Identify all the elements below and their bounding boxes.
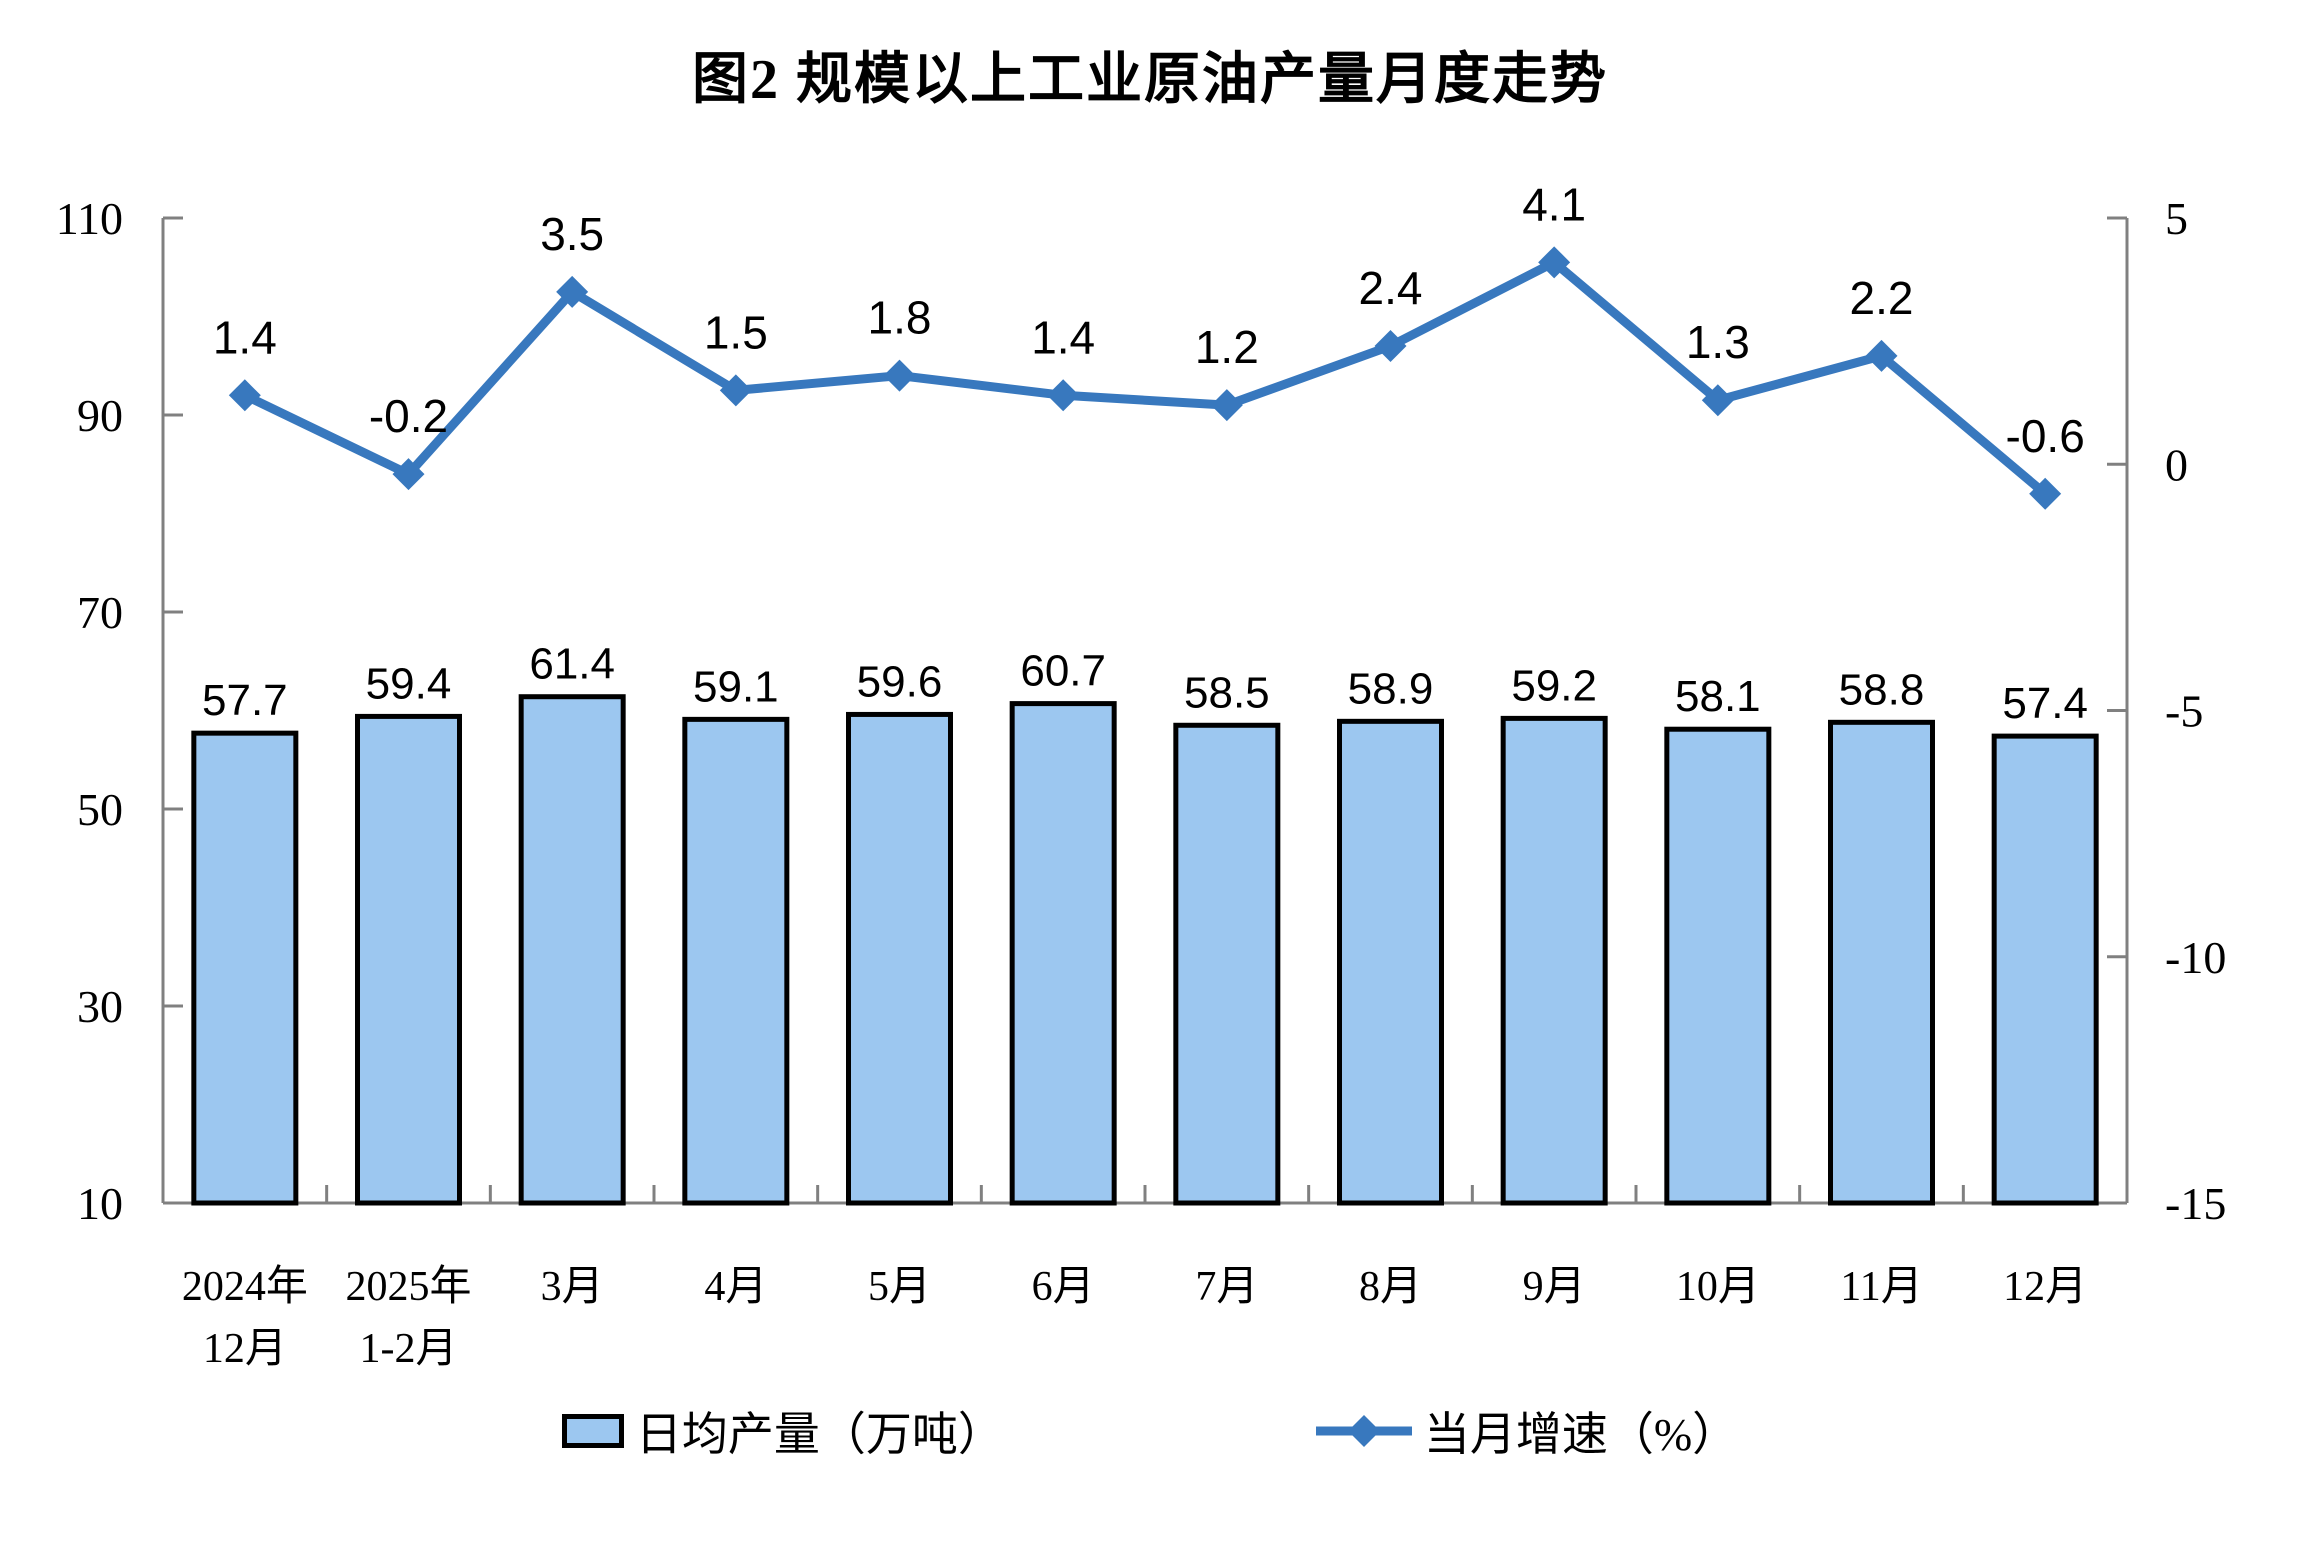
- bar-value-label: 57.4: [2002, 679, 2088, 728]
- chart-legend: 日均产量（万吨） 当月增速（%）: [0, 1398, 2300, 1464]
- category-label: 6月: [1032, 1264, 1095, 1310]
- right-axis-tick-label: 5: [2165, 193, 2188, 244]
- right-axis-tick-label: -5: [2165, 686, 2203, 737]
- bar: [1337, 718, 1444, 1206]
- legend-item-bar: 日均产量（万吨）: [561, 1398, 1004, 1464]
- chart-title: 图2 规模以上工业原油产量月度走势: [692, 49, 1608, 111]
- right-axis-tick-label: -10: [2165, 932, 2226, 983]
- growth-line: [240, 257, 2050, 499]
- line-value-label: 1.4: [1031, 311, 1095, 363]
- bar: [518, 694, 626, 1206]
- category-label: 4月: [704, 1264, 767, 1310]
- category-label: 5月: [868, 1264, 931, 1310]
- left-axis-tick-label: 90: [77, 390, 123, 441]
- left-axis-tick-label: 70: [77, 587, 123, 638]
- line-value-label: -0.6: [2006, 410, 2085, 462]
- bar: [1173, 722, 1281, 1206]
- left-axis-tick-label: 110: [56, 193, 123, 244]
- bar-value-label: 60.7: [1020, 647, 1106, 696]
- line-value-label: 4.1: [1522, 178, 1586, 230]
- line-point-marker: [719, 374, 752, 407]
- category-label: 2024年: [182, 1263, 308, 1310]
- bar: [846, 711, 953, 1206]
- legend-diamond-marker-icon: [1347, 1415, 1380, 1447]
- bar: [1664, 726, 1772, 1206]
- bar-value-label: 59.2: [1511, 661, 1597, 710]
- bar: [682, 716, 790, 1206]
- legend-item-line: 当月增速（%）: [1314, 1398, 1738, 1464]
- category-label: 10月: [1676, 1264, 1760, 1310]
- line-point-marker: [1865, 339, 1898, 372]
- line-point-marker: [1374, 330, 1407, 363]
- category-label: 1-2月: [360, 1326, 458, 1372]
- line-point-marker: [1701, 384, 1734, 417]
- legend-label-bar: 日均产量（万吨）: [635, 1409, 1004, 1460]
- bar-value-label: 59.4: [366, 659, 452, 708]
- line-value-label: 3.5: [540, 208, 604, 260]
- category-label: 8月: [1359, 1264, 1422, 1310]
- line-value-label: 2.4: [1359, 262, 1423, 314]
- line-point-marker: [1210, 389, 1243, 422]
- line-value-label: 2.2: [1850, 272, 1914, 324]
- line-value-label: 1.5: [704, 306, 768, 358]
- bar-value-label: 61.4: [529, 640, 615, 689]
- bar-value-label: 57.7: [202, 676, 288, 725]
- line-point-marker: [228, 379, 261, 412]
- bar: [1500, 715, 1608, 1206]
- bar: [355, 713, 462, 1206]
- line-point-marker: [2029, 477, 2062, 510]
- line-value-label: 1.4: [213, 311, 277, 363]
- bar: [1991, 733, 2099, 1206]
- line-point-marker: [1538, 246, 1571, 279]
- bar-value-label: 59.6: [857, 657, 943, 706]
- line-value-label: 1.3: [1686, 316, 1750, 368]
- bar: [1009, 701, 1117, 1206]
- bar-value-label: 58.1: [1675, 672, 1761, 721]
- category-label: 2025年: [345, 1263, 471, 1310]
- line-point-marker: [883, 359, 916, 392]
- category-label: 12月: [203, 1326, 287, 1372]
- right-axis-tick-label: 0: [2165, 439, 2188, 490]
- left-axis-tick-label: 50: [77, 784, 123, 835]
- legend-label-line: 当月增速（%）: [1423, 1409, 1739, 1460]
- left-axis-tick-label: 10: [77, 1178, 123, 1229]
- line-point-marker: [1047, 379, 1080, 412]
- bar-value-label: 58.9: [1348, 664, 1434, 713]
- category-label: 7月: [1195, 1264, 1258, 1310]
- line-value-label: 1.2: [1195, 321, 1259, 373]
- bar-value-label: 58.8: [1839, 665, 1925, 714]
- left-axis-tick-label: 30: [77, 981, 123, 1032]
- category-label: 12月: [2003, 1264, 2087, 1310]
- bar: [191, 730, 299, 1206]
- category-label: 3月: [541, 1264, 604, 1310]
- line-point-marker: [392, 458, 425, 491]
- line-value-label: -0.2: [369, 390, 448, 442]
- bar-value-label: 58.5: [1184, 668, 1270, 717]
- category-label: 9月: [1523, 1264, 1586, 1310]
- category-label: 11月: [1840, 1264, 1922, 1310]
- line-point-marker: [556, 275, 589, 308]
- bar: [1828, 719, 1935, 1206]
- right-axis-tick-label: -15: [2165, 1178, 2226, 1229]
- line-series-swatch-icon: [1314, 1409, 1414, 1453]
- bar-value-label: 59.1: [693, 662, 779, 711]
- bar-series-swatch-icon: [561, 1414, 624, 1448]
- line-value-label: 1.8: [868, 292, 932, 344]
